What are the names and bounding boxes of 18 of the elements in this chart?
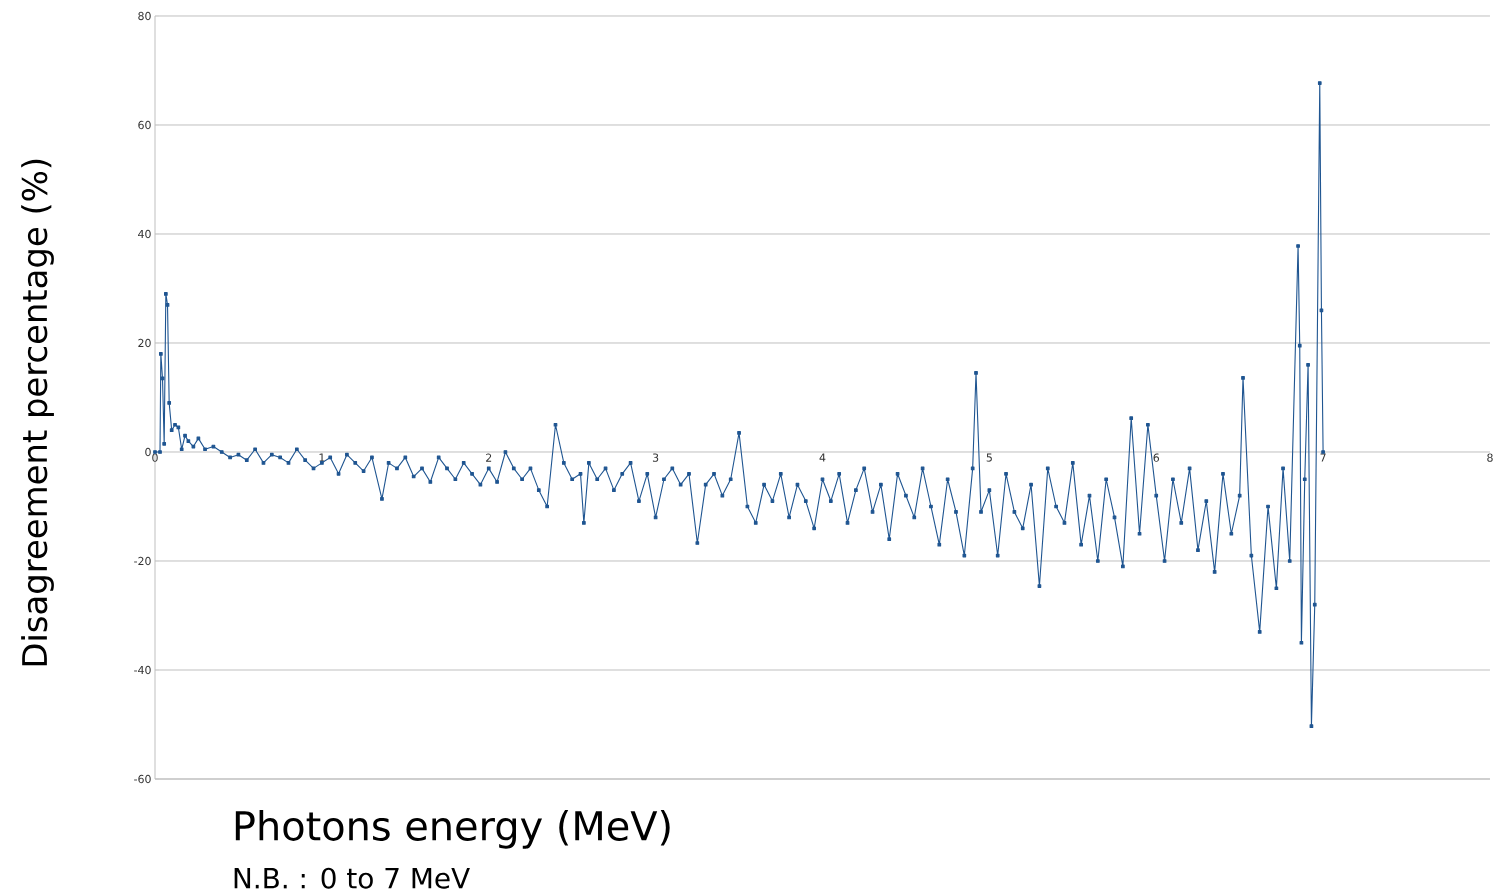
y-tick-label: 80 bbox=[138, 11, 151, 21]
x-tick-label: 5 bbox=[986, 453, 992, 462]
x-tick-label: 8 bbox=[1487, 453, 1493, 462]
x-tick-label: 0 bbox=[152, 453, 158, 462]
y-tick-label: 60 bbox=[138, 120, 151, 130]
x-tick-label: 7 bbox=[1320, 453, 1326, 462]
x-tick-label: 2 bbox=[486, 453, 492, 462]
y-tick-label: -40 bbox=[134, 665, 151, 675]
y-tick-label: -60 bbox=[134, 774, 151, 784]
y-tick-label: -20 bbox=[134, 556, 151, 566]
y-axis-title: Disagreement percentage (%) bbox=[21, 159, 54, 666]
x-tick-label: 6 bbox=[1153, 453, 1160, 462]
x-tick-label: 3 bbox=[652, 453, 659, 462]
x-tick-label: 4 bbox=[819, 453, 826, 462]
text: N.B. : 0 to 7 MeV bbox=[234, 867, 470, 889]
y-tick-label: 20 bbox=[138, 338, 151, 348]
x-axis-title: Photons energy (MeV) bbox=[235, 810, 670, 849]
y-tick-label: 40 bbox=[138, 229, 151, 239]
